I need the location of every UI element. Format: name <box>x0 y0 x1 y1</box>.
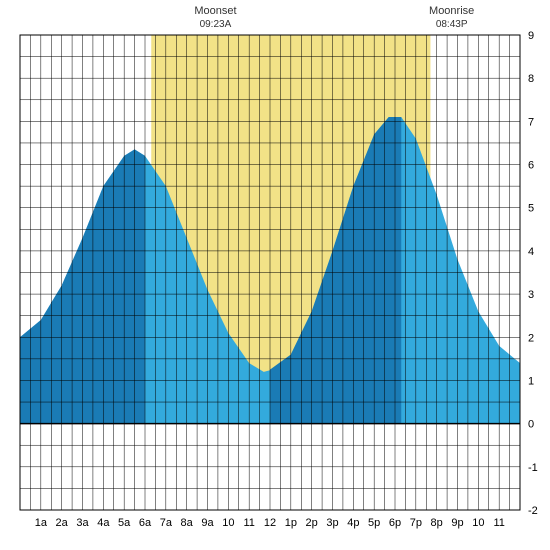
x-tick-label: 8a <box>181 517 194 529</box>
chart-svg: -2-101234567891a2a3a4a5a6a7a8a9a1011121p… <box>0 0 550 550</box>
x-tick-label: 1a <box>35 517 48 529</box>
x-tick-label: 2p <box>306 517 318 529</box>
x-tick-label: 5a <box>118 517 131 529</box>
y-tick-label: 8 <box>528 73 534 85</box>
moon-event-time: 09:23A <box>200 19 232 30</box>
y-tick-label: 7 <box>528 116 534 128</box>
x-tick-label: 11 <box>493 517 504 529</box>
x-tick-label: 8p <box>431 517 443 529</box>
y-tick-label: 6 <box>528 160 534 172</box>
x-tick-label: 7p <box>410 517 422 529</box>
x-tick-label: 10 <box>472 517 484 529</box>
x-tick-label: 9p <box>451 517 463 529</box>
y-tick-label: -2 <box>528 505 538 517</box>
x-tick-label: 6p <box>389 517 401 529</box>
y-tick-label: -1 <box>528 462 538 474</box>
moon-event-label: Moonset <box>194 5 236 17</box>
x-tick-label: 9a <box>201 517 214 529</box>
x-tick-label: 1p <box>285 517 297 529</box>
x-tick-label: 4a <box>97 517 110 529</box>
y-tick-label: 5 <box>528 203 534 215</box>
x-tick-label: 12 <box>264 517 276 529</box>
moon-event-label: Moonrise <box>429 5 474 17</box>
x-tick-label: 10 <box>222 517 234 529</box>
y-tick-label: 2 <box>528 332 534 344</box>
y-tick-label: 4 <box>528 246 534 258</box>
y-tick-label: 1 <box>528 375 534 387</box>
x-tick-label: 7a <box>160 517 173 529</box>
y-tick-label: 0 <box>528 419 534 431</box>
moon-event-time: 08:43P <box>436 19 468 30</box>
x-tick-label: 11 <box>243 517 254 529</box>
x-tick-label: 3a <box>76 517 89 529</box>
x-tick-label: 6a <box>139 517 152 529</box>
y-tick-label: 3 <box>528 289 534 301</box>
tide-chart: -2-101234567891a2a3a4a5a6a7a8a9a1011121p… <box>0 0 550 550</box>
x-tick-label: 3p <box>326 517 338 529</box>
x-tick-label: 4p <box>347 517 359 529</box>
x-tick-label: 5p <box>368 517 380 529</box>
y-tick-label: 9 <box>528 30 534 42</box>
x-tick-label: 2a <box>56 517 69 529</box>
